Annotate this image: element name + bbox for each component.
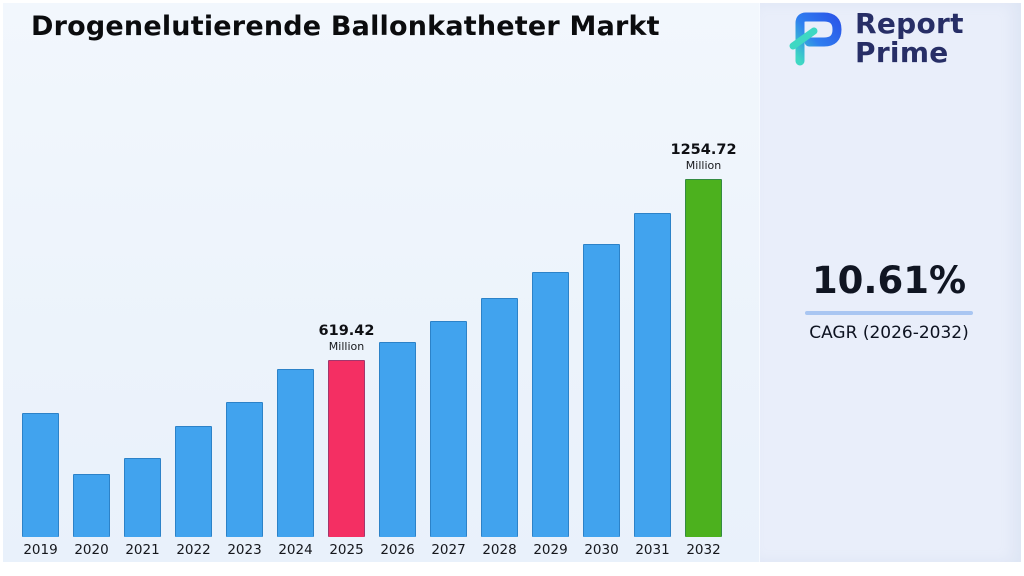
- bar-column-2021: 2021: [124, 458, 161, 558]
- bar-2019: [22, 413, 59, 537]
- value-number-2032: 1254.72: [670, 142, 737, 158]
- bar-chart: 2019 2020 2021 2022 2023 2024 619.42 Million 202…: [22, 142, 737, 558]
- bar-2025: [328, 360, 365, 537]
- bar-2022: [175, 426, 212, 537]
- x-tick-2031: 2031: [635, 542, 670, 558]
- bar-column-2029: 2029: [532, 272, 569, 558]
- bar-2031: [634, 213, 671, 537]
- bar-2021: [124, 458, 161, 537]
- x-tick-2026: 2026: [380, 542, 415, 558]
- x-tick-2028: 2028: [482, 542, 517, 558]
- bars-container: 2019 2020 2021 2022 2023 2024 619.42 Million 202…: [22, 142, 737, 558]
- bar-2030: [583, 244, 620, 537]
- brand-logo: Report Prime: [787, 9, 964, 67]
- bar-2024: [277, 369, 314, 537]
- cagr-underline: [805, 311, 973, 315]
- value-unit-2032: Million: [685, 159, 722, 172]
- bar-column-2022: 2022: [175, 426, 212, 558]
- cagr-label: CAGR (2026-2032): [809, 323, 969, 343]
- bar-2029: [532, 272, 569, 537]
- value-label-2025: 619.42 Million: [319, 323, 375, 353]
- bar-column-2026: 2026: [379, 342, 416, 558]
- bar-2020: [73, 474, 110, 537]
- page-title: Drogenelutierende Ballonkatheter Markt: [31, 11, 660, 42]
- bar-column-2028: 2028: [481, 298, 518, 558]
- x-tick-2025: 2025: [329, 542, 364, 558]
- x-tick-2019: 2019: [23, 542, 58, 558]
- x-tick-2022: 2022: [176, 542, 211, 558]
- cagr-block: 10.61% CAGR (2026-2032): [803, 259, 975, 343]
- bar-column-2024: 2024: [277, 369, 314, 558]
- x-tick-2021: 2021: [125, 542, 160, 558]
- x-tick-2029: 2029: [533, 542, 568, 558]
- report-prime-logo-icon: [787, 10, 845, 66]
- x-tick-2032: 2032: [686, 542, 721, 558]
- brand-name-line2: Prime: [855, 36, 949, 69]
- bar-2023: [226, 402, 263, 537]
- bar-column-2023: 2023: [226, 402, 263, 558]
- value-number-2025: 619.42: [318, 323, 375, 339]
- bar-column-2025: 619.42 Million 2025: [319, 323, 375, 558]
- value-label-2032: 1254.72 Million: [670, 142, 736, 172]
- bar-2032: [685, 179, 722, 537]
- bar-2028: [481, 298, 518, 537]
- bar-column-2030: 2030: [583, 244, 620, 558]
- x-tick-2024: 2024: [278, 542, 313, 558]
- value-unit-2025: Million: [328, 340, 365, 353]
- bar-column-2031: 2031: [634, 213, 671, 558]
- bar-column-2027: 2027: [430, 321, 467, 558]
- bar-column-2032: 1254.72 Million 2032: [670, 142, 736, 558]
- brand-name-line1: Report: [855, 7, 964, 40]
- x-tick-2030: 2030: [584, 542, 619, 558]
- cagr-value: 10.61%: [811, 259, 967, 302]
- right-panel: [759, 3, 1021, 562]
- brand-name: Report Prime: [855, 9, 964, 67]
- x-tick-2027: 2027: [431, 542, 466, 558]
- x-tick-2020: 2020: [74, 542, 109, 558]
- bar-2026: [379, 342, 416, 537]
- x-tick-2023: 2023: [227, 542, 262, 558]
- bar-column-2020: 2020: [73, 474, 110, 558]
- infographic-canvas: Drogenelutierende Ballonkatheter Markt R…: [3, 3, 1021, 562]
- bar-2027: [430, 321, 467, 537]
- bar-column-2019: 2019: [22, 413, 59, 558]
